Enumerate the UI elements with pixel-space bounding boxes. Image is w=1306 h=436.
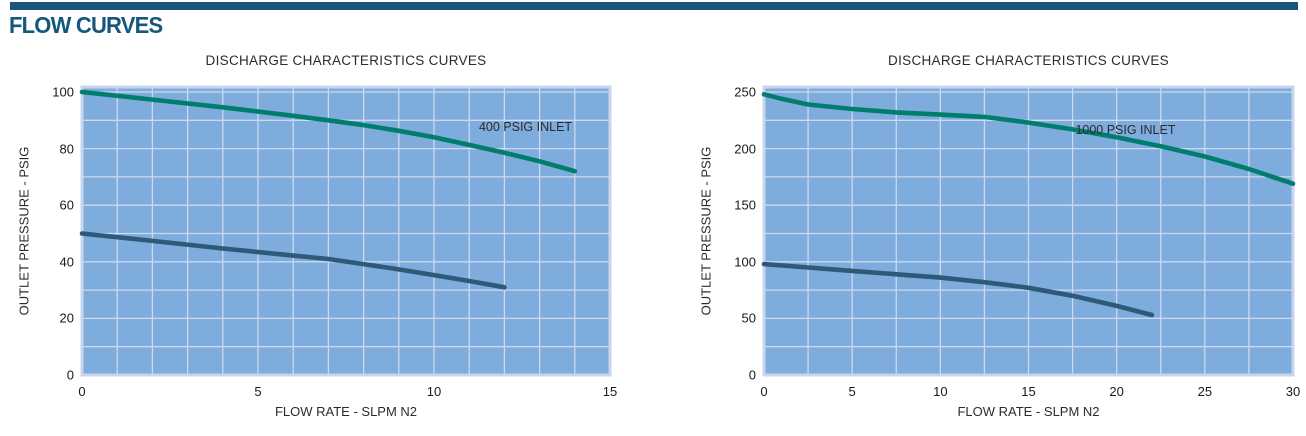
chart-title: DISCHARGE CHARACTERISTICS CURVES: [205, 53, 487, 68]
x-tick: 10: [426, 384, 442, 399]
y-tick: 150: [734, 197, 756, 213]
curve-low-pressure-outlet-curve: [761, 261, 1155, 318]
x-tick: 0: [78, 384, 86, 399]
section-title: FLOW CURVES: [9, 12, 163, 38]
x-tick: 0: [760, 384, 768, 399]
series-annotation: 1000 PSIG INLET: [1075, 123, 1176, 138]
x-axis-label: FLOW RATE - SLPM N2: [957, 404, 1100, 419]
gridlines: [82, 87, 610, 375]
header-rule: [10, 2, 1298, 10]
y-tick: 40: [59, 254, 74, 270]
x-tick: 25: [1197, 384, 1213, 399]
x-axis-label: FLOW RATE - SLPM N2: [274, 404, 418, 419]
y-tick: 250: [734, 84, 756, 100]
x-tick: 20: [1109, 384, 1124, 399]
x-tick: 30: [1285, 384, 1301, 399]
series-annotation: 400 PSIG INLET: [478, 120, 573, 135]
chart-title: DISCHARGE CHARACTERISTICS CURVES: [888, 53, 1169, 68]
x-tick: 10: [933, 384, 948, 399]
y-axis-label: OUTLET PRESSURE - PSIG: [698, 146, 714, 316]
x-tick: 5: [254, 384, 262, 399]
y-tick: 100: [734, 254, 756, 270]
curve-400-psig-inlet: [79, 89, 578, 174]
curve-low-pressure-outlet-curve: [79, 231, 507, 290]
x-tick: 15: [602, 384, 618, 399]
y-tick: 0: [66, 367, 74, 383]
x-tick: 5: [848, 384, 856, 399]
y-tick: 20: [59, 310, 74, 326]
y-tick: 50: [741, 310, 756, 326]
y-tick: 200: [734, 141, 756, 157]
y-tick: 100: [52, 84, 74, 100]
y-tick: 0: [748, 367, 756, 383]
y-tick: 80: [59, 141, 74, 157]
curve-1000-psig-inlet: [761, 92, 1296, 186]
x-tick: 15: [1021, 384, 1036, 399]
plot-area: [80, 85, 612, 377]
y-tick: 60: [59, 197, 74, 213]
y-axis-label: OUTLET PRESSURE - PSIG: [16, 146, 32, 316]
